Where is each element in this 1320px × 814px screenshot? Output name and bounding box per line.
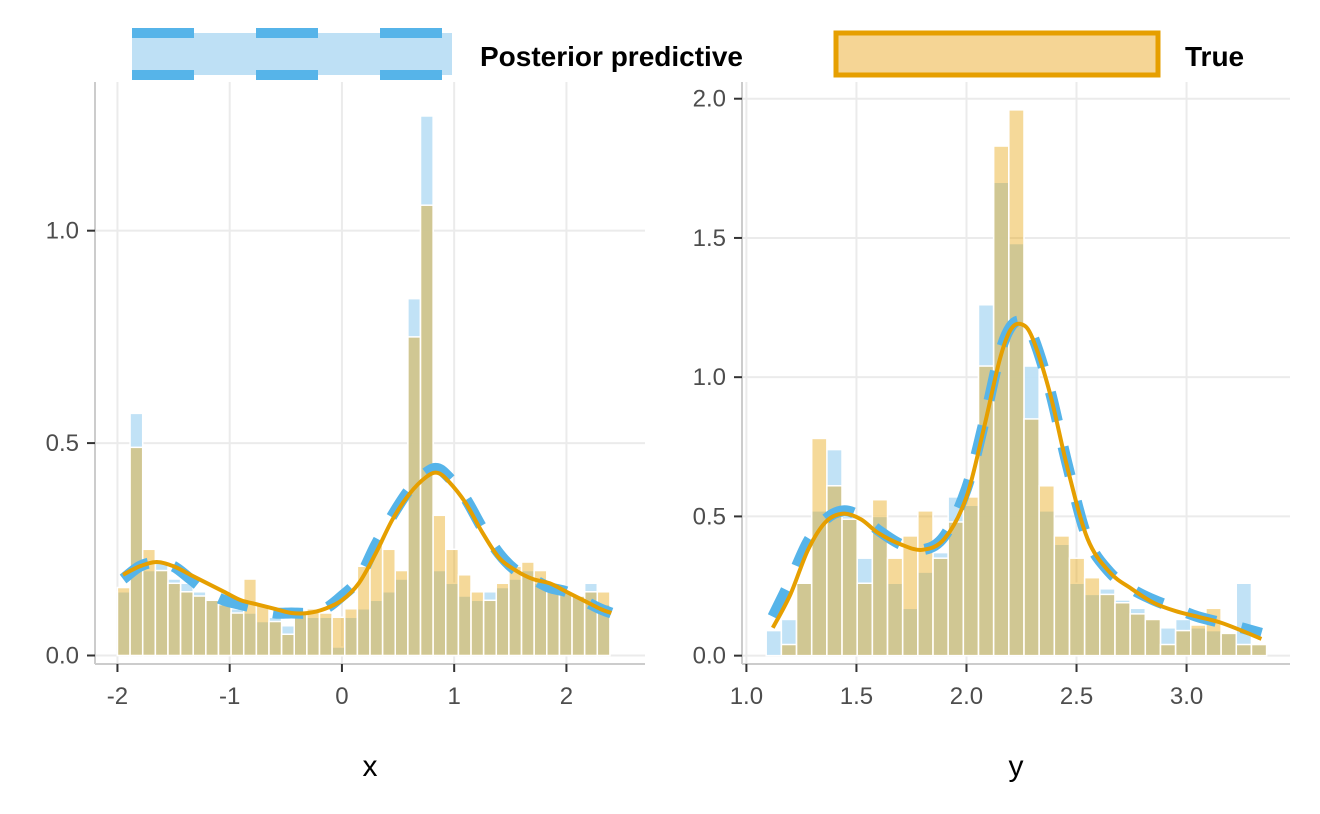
bar-y-s1-20 xyxy=(1068,557,1086,657)
bar-x-s1-15 xyxy=(306,608,321,657)
bar-y-s1-26 xyxy=(1159,643,1177,657)
axis-title-x-x: x xyxy=(363,750,378,783)
bar-y-s1-17 xyxy=(1023,418,1040,657)
bar-y-s1-31 xyxy=(1235,643,1253,657)
bar-y-s1-14 xyxy=(977,365,995,657)
bar-x-s1-18 xyxy=(343,608,359,657)
bar-y-s1-1 xyxy=(780,643,798,657)
ytick-label-x-0: 0.0 xyxy=(46,643,79,670)
xtick-label-x-3: 1 xyxy=(448,683,461,710)
bar-x-s1-13 xyxy=(280,633,295,657)
bar-x-s1-35 xyxy=(558,591,573,657)
bar-x-s1-0 xyxy=(116,586,131,657)
legend-label-true: True xyxy=(1185,41,1244,72)
bar-y-s1-16 xyxy=(1008,109,1025,657)
bar-y-s1-13 xyxy=(962,496,980,657)
panel-y: 1.0 1.5 2.0 2.5 3.0 0.0 0.5 1.0 1.5 2.0 y xyxy=(693,82,1290,783)
legend-label-posterior: Posterior predictive xyxy=(480,41,743,72)
bar-x-s1-12 xyxy=(268,620,283,657)
legend-key-posterior xyxy=(132,33,452,75)
xtick-label-y-0: 1.0 xyxy=(730,683,763,710)
bar-y-s1-28 xyxy=(1190,624,1207,657)
bar-y-s1-25 xyxy=(1144,618,1162,657)
bar-y-s1-2 xyxy=(795,582,813,657)
density-line-x-s1 xyxy=(122,470,613,616)
bar-x-s1-1 xyxy=(129,446,144,657)
density-line-x-s0 xyxy=(119,462,614,619)
bar-y-s1-19 xyxy=(1053,535,1071,657)
bar-x-s1-9 xyxy=(230,612,245,657)
bar-y-s1-18 xyxy=(1038,485,1056,657)
bar-x-s1-5 xyxy=(179,591,194,657)
bar-x-s1-16 xyxy=(318,612,333,657)
bar-x-s1-6 xyxy=(192,595,207,657)
bar-x-s1-14 xyxy=(293,612,308,657)
legend-key-true xyxy=(833,30,1161,78)
bar-x-s1-21 xyxy=(381,548,397,657)
bar-y-s1-7 xyxy=(871,498,889,657)
bar-x-s1-7 xyxy=(205,599,220,657)
bar-y-s1-12 xyxy=(947,521,965,657)
bar-y-s1-3 xyxy=(810,437,828,657)
axis-title-x-y: y xyxy=(1009,750,1024,783)
bar-x-s1-26 xyxy=(445,548,460,657)
ytick-label-y-4: 2.0 xyxy=(693,86,726,113)
ytick-label-x-2: 1.0 xyxy=(46,218,79,245)
bar-y-s1-27 xyxy=(1174,629,1192,657)
xtick-label-y-3: 2.5 xyxy=(1060,683,1093,710)
bar-y-s1-15 xyxy=(992,145,1010,657)
bar-y-s1-11 xyxy=(932,557,949,657)
bar-x-s1-28 xyxy=(470,591,485,657)
bar-x-s1-36 xyxy=(571,595,586,657)
xtick-label-y-2: 2.0 xyxy=(950,683,983,710)
bar-x-s1-22 xyxy=(394,569,409,657)
bar-x-s1-25 xyxy=(432,514,447,657)
xtick-label-x-1: -1 xyxy=(219,683,240,710)
bar-y-s1-21 xyxy=(1083,576,1101,657)
bar-y-s0-0 xyxy=(765,629,783,657)
xtick-label-y-1: 1.5 xyxy=(840,683,873,710)
ytick-label-y-0: 0.0 xyxy=(693,643,726,670)
bar-y-s1-23 xyxy=(1114,601,1131,657)
xtick-label-x-0: -2 xyxy=(107,683,128,710)
bar-x-s1-24 xyxy=(419,204,434,657)
bar-x-s1-31 xyxy=(508,565,523,657)
bar-x-s1-8 xyxy=(217,603,232,657)
legend-item-true: True xyxy=(833,30,1244,78)
legend-key-posterior-border xyxy=(127,28,457,80)
bar-y-s1-24 xyxy=(1129,613,1147,657)
ytick-label-x-1: 0.5 xyxy=(46,430,79,457)
legend-item-posterior: Posterior predictive xyxy=(127,28,743,80)
bar-x-s1-38 xyxy=(596,591,611,657)
bar-x-s1-29 xyxy=(482,599,498,657)
ytick-label-y-2: 1.0 xyxy=(693,364,726,391)
bar-x-s1-27 xyxy=(457,574,472,657)
ytick-label-y-3: 1.5 xyxy=(693,225,726,252)
density-line-y-s1 xyxy=(771,321,1263,641)
legend: Posterior predictive True xyxy=(127,28,1244,80)
panel-x: -2 -1 0 1 2 0.0 0.5 1.0 x xyxy=(46,82,645,783)
xtick-label-x-4: 2 xyxy=(560,683,573,710)
bar-y-s1-6 xyxy=(856,582,874,657)
bar-y-s1-10 xyxy=(917,510,934,657)
bar-x-s1-3 xyxy=(154,569,169,657)
bar-x-s1-17 xyxy=(331,616,346,657)
bar-x-s1-11 xyxy=(255,603,270,657)
bar-y-s1-9 xyxy=(901,535,919,657)
bar-y-s1-32 xyxy=(1250,643,1268,657)
xtick-label-y-4: 3.0 xyxy=(1170,683,1203,710)
bar-y-s1-30 xyxy=(1220,632,1238,657)
bar-x-s1-10 xyxy=(242,578,258,657)
xtick-label-x-2: 0 xyxy=(335,683,348,710)
bar-y-s1-22 xyxy=(1099,593,1116,657)
bar-y-s1-8 xyxy=(886,557,904,657)
bar-x-s1-4 xyxy=(167,582,182,657)
ytick-label-y-1: 0.5 xyxy=(693,503,726,530)
bar-y-s1-5 xyxy=(841,518,858,657)
bar-x-s1-30 xyxy=(495,582,510,657)
